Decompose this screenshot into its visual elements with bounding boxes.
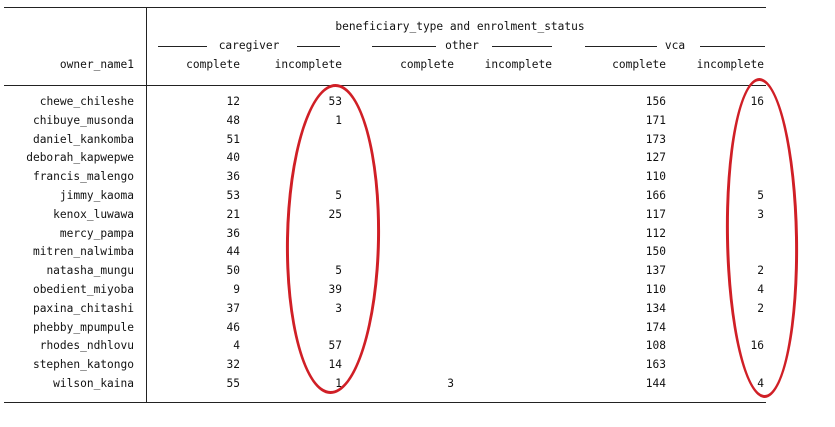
row-label: wilson_kaina — [53, 377, 134, 390]
stub-divider — [146, 7, 147, 403]
cell-caregiver-incomplete: 53 — [328, 95, 342, 108]
cell-vca-complete: 110 — [645, 283, 666, 296]
group-other-rule-left — [372, 46, 436, 47]
cell-vca-complete: 173 — [645, 133, 666, 146]
row-label: natasha_mungu — [46, 264, 134, 277]
cell-vca-incomplete: 5 — [757, 189, 764, 202]
group-caregiver: caregiver — [218, 39, 280, 52]
cell-vca-complete: 174 — [645, 321, 666, 334]
cell-vca-incomplete: 4 — [757, 283, 764, 296]
group-other: other — [445, 39, 479, 52]
cell-vca-complete: 112 — [645, 227, 666, 240]
group-vca-rule-right — [700, 46, 765, 47]
annotation-circle-caregiver-incomplete — [283, 83, 383, 395]
row-label: mitren_nalwimba — [32, 245, 134, 258]
cell-caregiver-complete: 9 — [233, 283, 240, 296]
cell-vca-complete: 150 — [645, 245, 666, 258]
cell-caregiver-incomplete: 25 — [328, 208, 342, 221]
cell-vca-complete: 163 — [645, 358, 666, 371]
cell-caregiver-incomplete: 1 — [335, 114, 342, 127]
cell-caregiver-incomplete: 5 — [335, 189, 342, 202]
cell-other-complete: 3 — [447, 377, 454, 390]
row-label: stephen_katongo — [32, 358, 134, 371]
cell-caregiver-complete: 53 — [226, 189, 240, 202]
cell-vca-complete: 110 — [645, 170, 666, 183]
cell-caregiver-complete: 12 — [226, 95, 240, 108]
group-vca-rule-left — [585, 46, 657, 47]
row-label: daniel_kankomba — [32, 133, 134, 146]
row-variable-label: owner_name1 — [59, 58, 134, 71]
row-label: francis_malengo — [32, 170, 134, 183]
cell-vca-incomplete: 16 — [750, 339, 764, 352]
row-label: obedient_miyoba — [32, 283, 134, 296]
row-label: phebby_mpumpule — [32, 321, 134, 334]
row-label: jimmy_kaoma — [59, 189, 134, 202]
cell-vca-incomplete: 2 — [757, 264, 764, 277]
cell-vca-incomplete: 2 — [757, 302, 764, 315]
group-caregiver-rule-right — [297, 46, 340, 47]
top-rule — [4, 7, 766, 8]
cell-caregiver-complete: 50 — [226, 264, 240, 277]
cell-caregiver-incomplete: 3 — [335, 302, 342, 315]
row-label: kenox_luwawa — [53, 208, 134, 221]
row-label: deborah_kapwepwe — [26, 151, 134, 164]
group-caregiver-rule-left — [158, 46, 207, 47]
cell-caregiver-incomplete: 5 — [335, 264, 342, 277]
row-label: paxina_chitashi — [32, 302, 134, 315]
cell-caregiver-complete: 44 — [226, 245, 240, 258]
cell-caregiver-complete: 36 — [226, 227, 240, 240]
cell-caregiver-complete: 37 — [226, 302, 240, 315]
cell-caregiver-complete: 51 — [226, 133, 240, 146]
cell-vca-incomplete: 4 — [757, 377, 764, 390]
cell-caregiver-incomplete: 1 — [335, 377, 342, 390]
cell-caregiver-incomplete: 14 — [328, 358, 342, 371]
cell-vca-incomplete: 16 — [750, 95, 764, 108]
cell-caregiver-complete: 48 — [226, 114, 240, 127]
bottom-rule — [4, 402, 766, 403]
subheader-vca-complete: complete — [612, 58, 666, 71]
row-label: mercy_pampa — [59, 227, 134, 240]
subheader-other-complete: complete — [400, 58, 454, 71]
row-label: chewe_chileshe — [39, 95, 134, 108]
cell-caregiver-complete: 21 — [226, 208, 240, 221]
cell-vca-complete: 134 — [645, 302, 666, 315]
cell-vca-complete: 127 — [645, 151, 666, 164]
cell-caregiver-complete: 32 — [226, 358, 240, 371]
cell-caregiver-complete: 36 — [226, 170, 240, 183]
cell-caregiver-incomplete: 39 — [328, 283, 342, 296]
subheader-caregiver-complete: complete — [186, 58, 240, 71]
cell-vca-complete: 166 — [645, 189, 666, 202]
cell-vca-complete: 117 — [645, 208, 666, 221]
cell-vca-complete: 156 — [645, 95, 666, 108]
cell-caregiver-complete: 46 — [226, 321, 240, 334]
spanner-title: beneficiary_type and enrolment_status — [335, 20, 585, 33]
row-label: chibuye_musonda — [32, 114, 134, 127]
cell-vca-complete: 144 — [645, 377, 666, 390]
cell-vca-complete: 108 — [645, 339, 666, 352]
header-rule — [4, 85, 766, 86]
cell-vca-complete: 171 — [645, 114, 666, 127]
cell-vca-complete: 137 — [645, 264, 666, 277]
cell-caregiver-complete: 55 — [226, 377, 240, 390]
group-vca: vca — [664, 39, 686, 52]
cell-vca-incomplete: 3 — [757, 208, 764, 221]
subheader-other-incomplete: incomplete — [484, 58, 552, 71]
row-label: rhodes_ndhlovu — [39, 339, 134, 352]
cell-caregiver-incomplete: 57 — [328, 339, 342, 352]
cell-caregiver-complete: 40 — [226, 151, 240, 164]
cell-caregiver-complete: 4 — [233, 339, 240, 352]
subheader-caregiver-incomplete: incomplete — [274, 58, 342, 71]
subheader-vca-incomplete: incomplete — [696, 58, 764, 71]
group-other-rule-right — [492, 46, 552, 47]
